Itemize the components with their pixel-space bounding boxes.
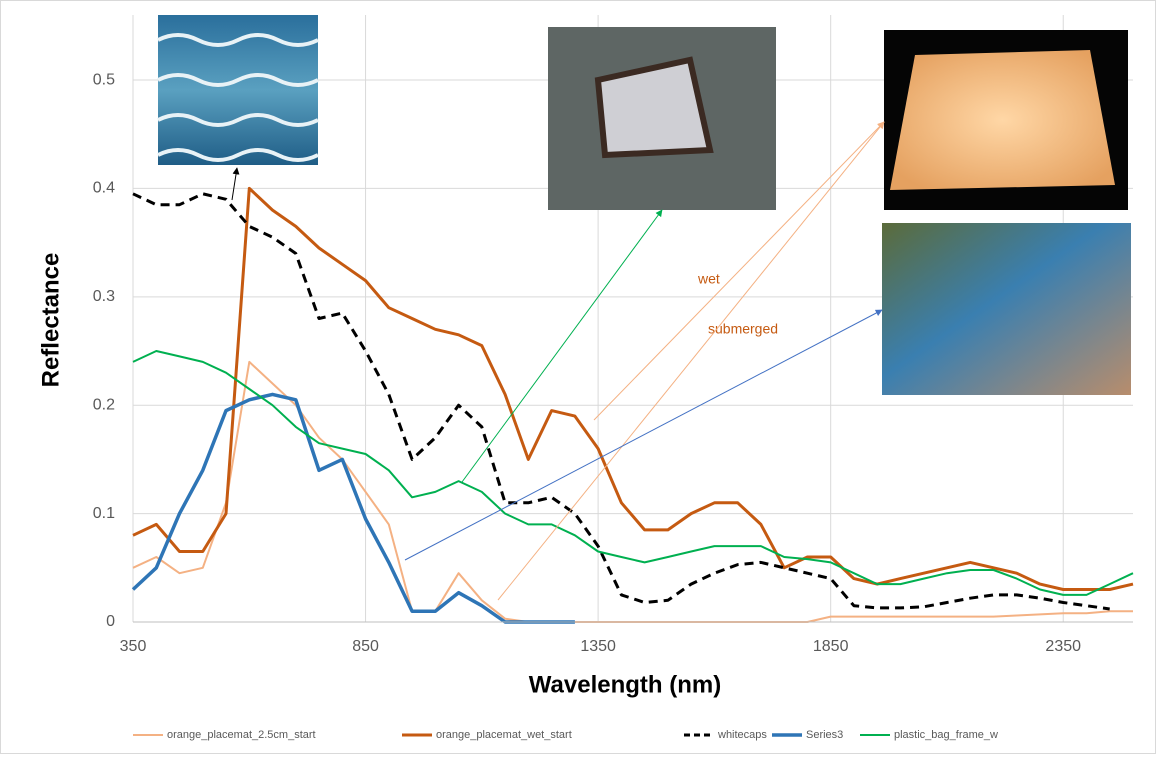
series-line <box>132 192 1110 611</box>
arrow <box>231 167 240 201</box>
y-tick-label: 0.4 <box>93 180 115 197</box>
series-line <box>132 360 1133 623</box>
arrows <box>231 121 885 601</box>
x-tick-label: 1350 <box>580 638 616 655</box>
y-tick-label: 0.2 <box>93 396 115 413</box>
x-tick-label: 350 <box>120 638 147 655</box>
photo-ocean <box>158 15 318 165</box>
x-tick-label: 2350 <box>1045 638 1081 655</box>
series-line <box>132 186 1134 591</box>
x-tick-label: 850 <box>352 638 379 655</box>
arrow <box>497 121 885 601</box>
y-tick-label: 0.1 <box>93 505 115 522</box>
photo-bag <box>594 56 714 159</box>
y-tick-label: 0 <box>106 613 115 630</box>
legend: orange_placemat_2.5cm_start orange_placem… <box>133 729 998 741</box>
x-tick-label: 1850 <box>813 638 849 655</box>
x-axis-label: Wavelength (nm) <box>529 671 721 698</box>
y-tick-label: 0.5 <box>93 71 115 88</box>
photo-mat <box>890 50 1115 190</box>
annotation: wet <box>697 271 720 287</box>
y-tick-label: 0.3 <box>93 288 115 305</box>
arrow <box>461 209 663 483</box>
annotation: submerged <box>708 321 778 337</box>
arrow <box>404 309 883 561</box>
legend-label: orange_placemat_2.5cm_start <box>167 729 316 741</box>
photos <box>157 15 1131 395</box>
photo-waves <box>157 33 319 162</box>
y-axis-label: Reflectance <box>37 253 64 388</box>
arrow <box>593 121 885 421</box>
series-line <box>131 392 575 624</box>
legend-label: orange_placemat_wet_start <box>436 729 572 741</box>
legend-label: plastic_bag_frame_w <box>894 729 998 741</box>
photo-river <box>882 223 1131 395</box>
legend-label: Series3 <box>806 729 843 741</box>
series-line <box>132 350 1134 596</box>
legend-label: whitecaps <box>717 729 767 741</box>
